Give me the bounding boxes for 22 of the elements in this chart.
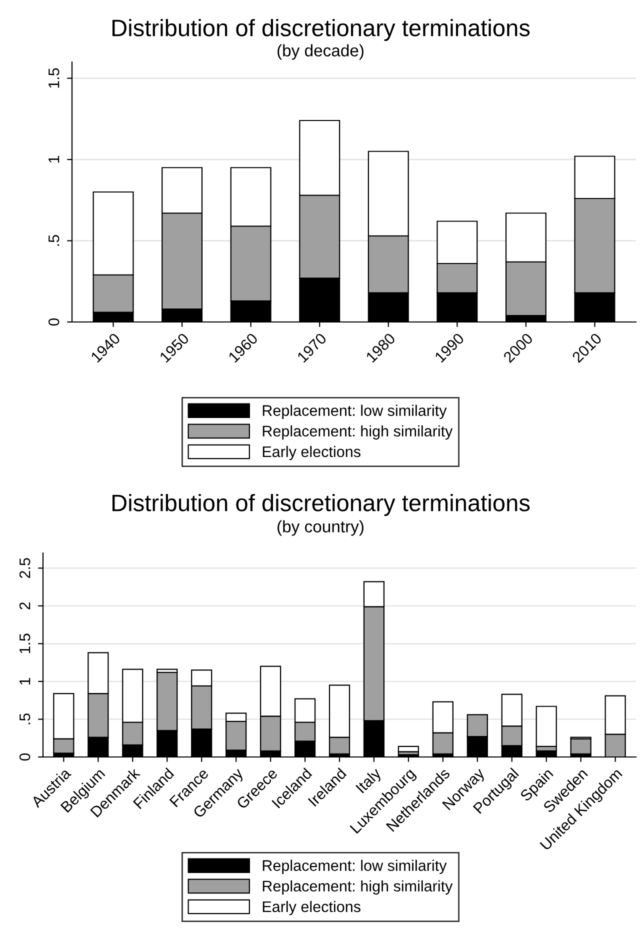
y-tick-label: .5 (20, 713, 30, 724)
bar (570, 738, 592, 755)
y-tick-label: 0 (48, 318, 60, 326)
chart-subtitle: (by country) (278, 520, 364, 536)
legend-label: Early elections (262, 446, 360, 460)
legend-label: Replacement: high similarity (262, 880, 453, 895)
y-tick-label: 2.5 (19, 558, 30, 578)
bar (398, 746, 420, 752)
chart-subtitle: (by decade) (278, 44, 364, 60)
y-tick-label: 2 (19, 602, 30, 610)
y-tick-label: .5 (48, 235, 60, 246)
y-tick-label: 0 (19, 753, 30, 761)
legend-label: Replacement: low similarity (262, 860, 447, 874)
legend-label: Replacement: low similarity (262, 404, 447, 419)
legend-label: Early elections (262, 900, 360, 916)
y-tick-label: 1.5 (48, 68, 60, 88)
chart-title: Distribution of discretionary terminations (112, 18, 530, 42)
y-tick-label: 1.5 (20, 634, 30, 654)
y-tick-label: 1 (48, 156, 60, 163)
legend-label: Replacement: high similarity (262, 425, 453, 440)
y-tick-label: 1 (20, 678, 30, 685)
chart-title: Distribution of discretionary terminations (112, 494, 530, 516)
